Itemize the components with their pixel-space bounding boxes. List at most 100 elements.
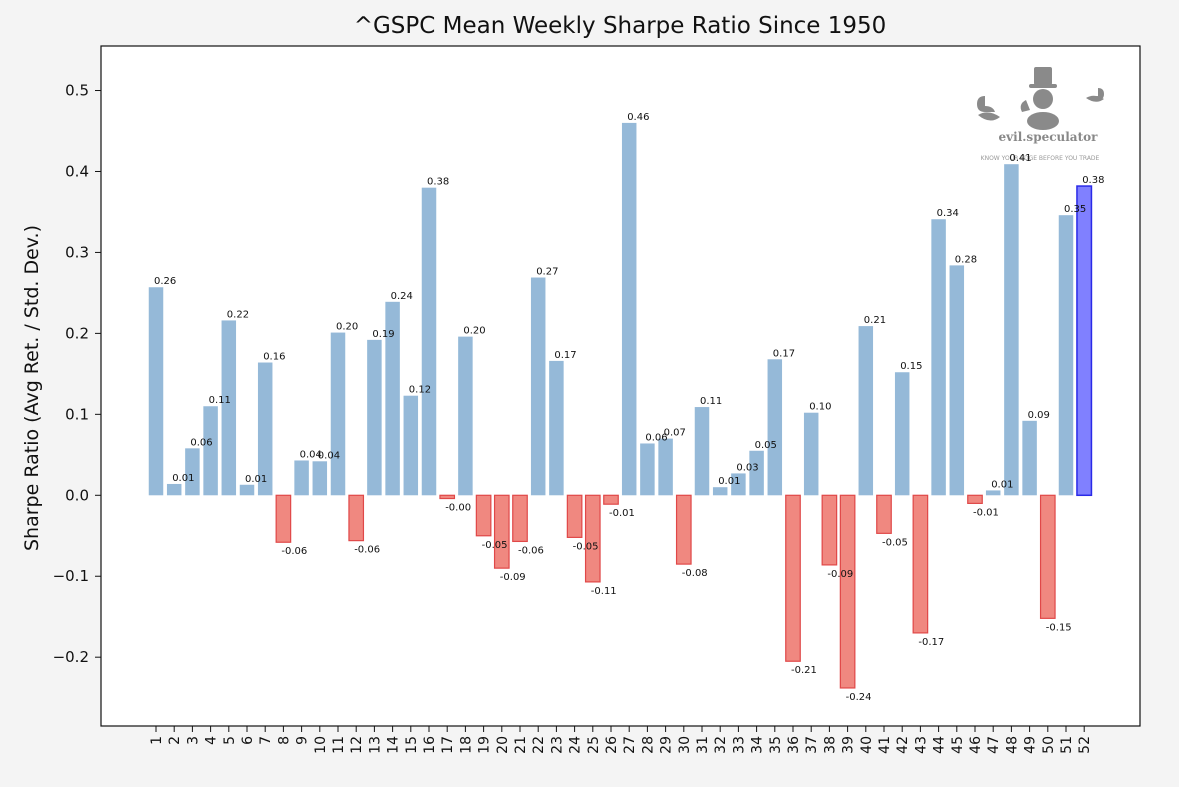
x-tick-label-week-35: 35 [768, 736, 784, 754]
x-tick-label-week-5: 5 [222, 736, 238, 745]
value-label-week-13: 0.19 [372, 329, 394, 340]
value-label-week-25: -0.11 [591, 586, 617, 597]
x-tick-label-week-8: 8 [276, 736, 292, 745]
value-label-week-22: 0.27 [536, 267, 558, 278]
value-label-week-8: -0.06 [281, 546, 307, 557]
y-tick-label: 0.3 [65, 243, 89, 261]
x-tick-label-week-30: 30 [677, 736, 693, 754]
x-tick-label-week-45: 45 [950, 736, 966, 754]
y-tick-label: −0.1 [53, 567, 89, 585]
value-label-week-18: 0.20 [463, 326, 485, 337]
bar-week-3 [185, 448, 200, 496]
value-label-week-36: -0.21 [791, 665, 817, 676]
bar-week-42 [894, 372, 910, 496]
y-tick-label: 0.2 [65, 324, 89, 342]
x-tick-label-week-3: 3 [185, 736, 201, 745]
value-label-week-42: 0.15 [900, 361, 922, 372]
value-label-week-44: 0.34 [937, 208, 959, 219]
x-tick-label-week-11: 11 [331, 736, 347, 754]
x-tick-label-week-27: 27 [622, 736, 638, 754]
y-tick-label: 0.1 [65, 405, 89, 423]
x-tick-label-week-14: 14 [386, 736, 402, 754]
x-tick-label-week-29: 29 [659, 736, 675, 754]
x-axis: 1 2 3 4 5 6 7 8 9 10 11 12 13 14 15 16 17 18 19 20 21 22 23 24 2… [149, 726, 1093, 754]
value-label-week-4: 0.11 [209, 395, 231, 406]
bar-week-34 [749, 450, 764, 496]
x-tick-label-week-22: 22 [531, 736, 547, 754]
bar-week-12 [348, 494, 365, 542]
bar-week-41 [876, 494, 892, 534]
bar-week-5 [221, 320, 237, 496]
x-tick-label-week-23: 23 [549, 736, 565, 754]
x-tick-label-week-17: 17 [440, 736, 456, 754]
y-tick-label: 0.0 [65, 486, 89, 504]
x-tick-label-week-31: 31 [695, 736, 711, 754]
watermark-name: evil.speculator [999, 130, 1099, 144]
x-tick-label-week-13: 13 [367, 736, 383, 754]
x-tick-label-week-39: 39 [841, 736, 857, 754]
x-tick-label-week-6: 6 [240, 736, 256, 745]
x-tick-label-week-33: 33 [731, 736, 747, 754]
bar-week-47 [985, 490, 1001, 496]
bar-week-1 [148, 287, 164, 496]
watermark-logo: evil.speculator KNOW YOUR EDGE BEFORE YO… [977, 67, 1104, 162]
value-label-week-29: 0.07 [664, 428, 686, 439]
value-label-week-3: 0.06 [190, 437, 212, 448]
bar-week-18 [458, 336, 473, 496]
bar-week-49 [1022, 420, 1037, 496]
x-tick-label-week-25: 25 [586, 736, 602, 754]
x-tick-label-week-44: 44 [932, 736, 948, 754]
x-tick-label-week-32: 32 [713, 736, 729, 754]
value-label-week-45: 0.28 [955, 254, 977, 265]
y-tick-label: 0.4 [65, 162, 89, 180]
bar-week-44 [931, 219, 946, 496]
value-label-week-11: 0.20 [336, 322, 358, 333]
value-label-week-24: -0.05 [573, 541, 599, 552]
plot-area [101, 46, 1140, 726]
value-label-week-51: 0.35 [1064, 204, 1086, 215]
value-label-week-19: -0.05 [482, 540, 508, 551]
bar-week-13 [367, 339, 382, 496]
bar-week-27 [621, 122, 637, 496]
value-label-week-34: 0.05 [755, 440, 777, 451]
value-label-week-30: -0.08 [682, 568, 708, 579]
bar-week-10 [312, 461, 328, 496]
bar-week-7 [257, 362, 273, 496]
x-tick-label-week-15: 15 [404, 736, 420, 754]
value-label-week-15: 0.12 [409, 385, 431, 396]
bar-week-11 [330, 332, 346, 496]
x-tick-label-week-18: 18 [458, 736, 474, 754]
value-label-week-9: 0.04 [300, 449, 322, 460]
value-label-week-1: 0.26 [154, 276, 176, 287]
value-label-week-12: -0.06 [354, 545, 380, 556]
bar-week-23 [549, 360, 564, 496]
x-tick-label-week-49: 49 [1023, 736, 1039, 754]
value-label-week-47: 0.01 [991, 479, 1013, 490]
bar-week-8 [275, 494, 292, 543]
bar-week-50 [1039, 494, 1056, 619]
chart-title: ^GSPC Mean Weekly Sharpe Ratio Since 195… [354, 13, 887, 39]
x-tick-label-week-34: 34 [750, 736, 766, 754]
bar-week-21 [512, 494, 528, 543]
x-tick-label-week-28: 28 [640, 736, 656, 754]
bar-week-43 [912, 494, 929, 634]
bar-week-30 [675, 494, 692, 565]
y-axis-label: Sharpe Ratio (Avg Ret. / Std. Dev.) [21, 225, 43, 551]
bar-week-15 [403, 395, 419, 496]
x-tick-label-week-41: 41 [877, 736, 893, 754]
bar-week-39 [839, 494, 856, 689]
value-label-week-38: -0.09 [827, 569, 853, 580]
bar-week-32 [712, 487, 728, 496]
x-tick-label-week-12: 12 [349, 736, 365, 754]
x-tick-label-week-40: 40 [859, 736, 875, 754]
x-tick-label-week-43: 43 [913, 736, 929, 754]
bars-layer [148, 122, 1093, 689]
value-label-week-52: 0.38 [1082, 175, 1104, 186]
bar-week-40 [858, 326, 874, 496]
value-label-week-26: -0.01 [609, 508, 635, 519]
x-tick-label-week-51: 51 [1059, 736, 1075, 754]
value-label-week-49: 0.09 [1028, 410, 1050, 421]
x-tick-label-week-1: 1 [149, 736, 165, 745]
x-tick-label-week-26: 26 [604, 736, 620, 754]
